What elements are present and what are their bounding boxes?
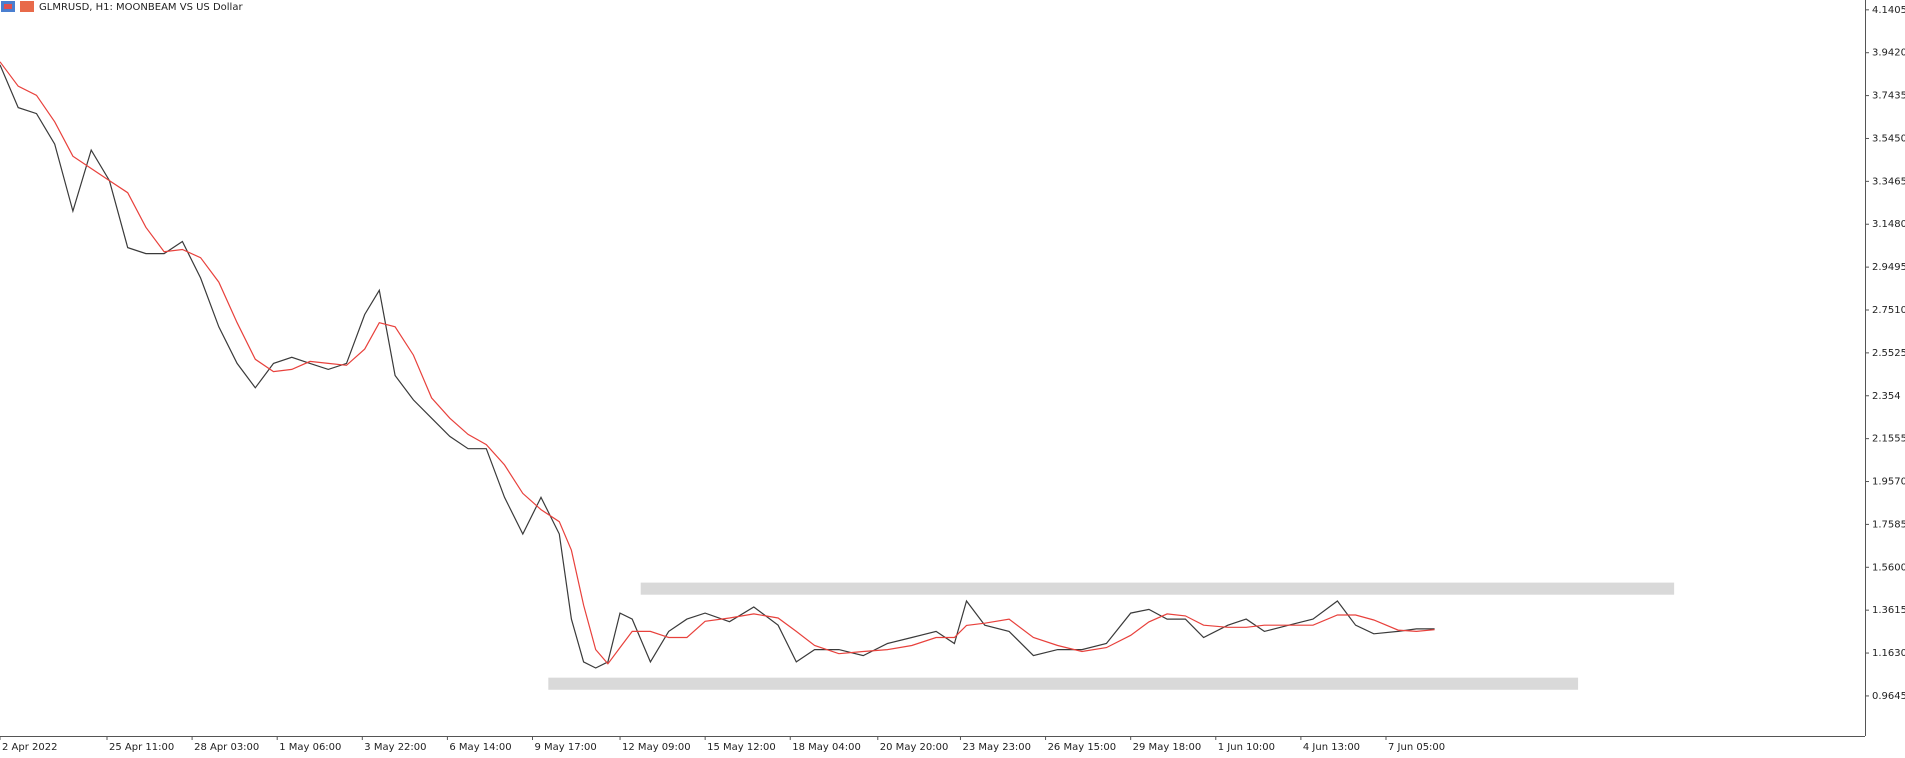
symbol-icon <box>20 1 34 12</box>
y-tick-label: 2.354 <box>1872 391 1901 402</box>
y-tick-label: 1.1630 <box>1872 648 1905 659</box>
x-tick-label: 1 May 06:00 <box>279 742 341 753</box>
x-tick-label: 18 May 04:00 <box>792 742 861 753</box>
x-tick-label: 28 Apr 03:00 <box>194 742 259 753</box>
y-tick-label: 0.9645 <box>1872 691 1905 702</box>
x-tick-label: 20 May 20:00 <box>880 742 949 753</box>
price-zone <box>640 582 1675 595</box>
x-tick-label: 6 May 14:00 <box>449 742 511 753</box>
y-tick-label: 2.5525 <box>1872 348 1905 359</box>
y-tick-label: 1.5600 <box>1872 562 1905 573</box>
y-tick-label: 2.7510 <box>1872 305 1905 316</box>
moving-average <box>0 61 1435 665</box>
y-tick-label: 4.1405 <box>1872 5 1905 16</box>
x-tick-label: 29 May 18:00 <box>1133 742 1202 753</box>
x-tick-label: 12 May 09:00 <box>622 742 691 753</box>
x-tick-label: 26 May 15:00 <box>1048 742 1117 753</box>
chart-icon <box>4 4 12 9</box>
y-tick-label: 1.3615 <box>1872 605 1905 616</box>
y-tick-label: 3.3465 <box>1872 176 1905 187</box>
price-line <box>0 64 1435 669</box>
y-tick-label: 3.5450 <box>1872 133 1905 144</box>
y-tick-label: 1.7585 <box>1872 519 1905 530</box>
x-tick-label: 9 May 17:00 <box>535 742 597 753</box>
y-tick-label: 3.7435 <box>1872 91 1905 102</box>
x-tick-label: 23 May 23:00 <box>962 742 1031 753</box>
y-tick-label: 3.1480 <box>1872 219 1905 230</box>
y-tick-label: 2.1555 <box>1872 434 1905 445</box>
price-zone <box>548 677 1579 690</box>
x-tick-label: 1 Jun 10:00 <box>1218 742 1275 753</box>
x-tick-label: 2 Apr 2022 <box>2 742 57 753</box>
chart-title: GLMRUSD, H1: MOONBEAM VS US Dollar <box>39 2 243 13</box>
y-tick-label: 3.9420 <box>1872 48 1905 59</box>
x-tick-label: 4 Jun 13:00 <box>1303 742 1360 753</box>
x-tick-label: 3 May 22:00 <box>364 742 426 753</box>
y-tick-label: 1.9570 <box>1872 477 1905 488</box>
y-tick-label: 2.9495 <box>1872 262 1905 273</box>
x-tick-label: 7 Jun 05:00 <box>1388 742 1445 753</box>
x-tick-label: 25 Apr 11:00 <box>109 742 174 753</box>
x-tick-label: 15 May 12:00 <box>707 742 776 753</box>
